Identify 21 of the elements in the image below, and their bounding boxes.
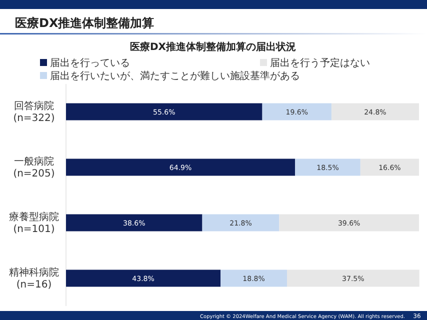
y-tick-label: 療養型病院 (n=101) <box>9 210 59 235</box>
bar <box>331 103 419 120</box>
y-tick-label: 一般病院 (n=205) <box>13 155 55 180</box>
bar <box>286 270 420 287</box>
bar <box>262 103 332 120</box>
legend-label: 届出を行いたいが、満たすことが難しい施設基準がある <box>50 70 300 82</box>
chart-title: 医療DX推進体制整備加算 <box>15 16 154 30</box>
bar <box>66 270 221 287</box>
bar <box>66 214 202 232</box>
y-tick-label: 精神科病院 (n=16) <box>9 266 59 290</box>
chart-subtitle: 医療DX推進体制整備加算の届出状況 <box>130 41 296 53</box>
bar <box>360 158 419 176</box>
legend-label: 届出を行っている <box>50 57 130 69</box>
y-tick-label: 回答病院 (n=322) <box>13 100 55 124</box>
bar <box>295 158 360 176</box>
bar <box>279 214 419 232</box>
legend-label: 届出を行う予定はない <box>270 57 370 69</box>
bar <box>66 103 262 120</box>
bar <box>220 270 287 287</box>
bar <box>66 158 296 176</box>
bar <box>202 214 280 232</box>
